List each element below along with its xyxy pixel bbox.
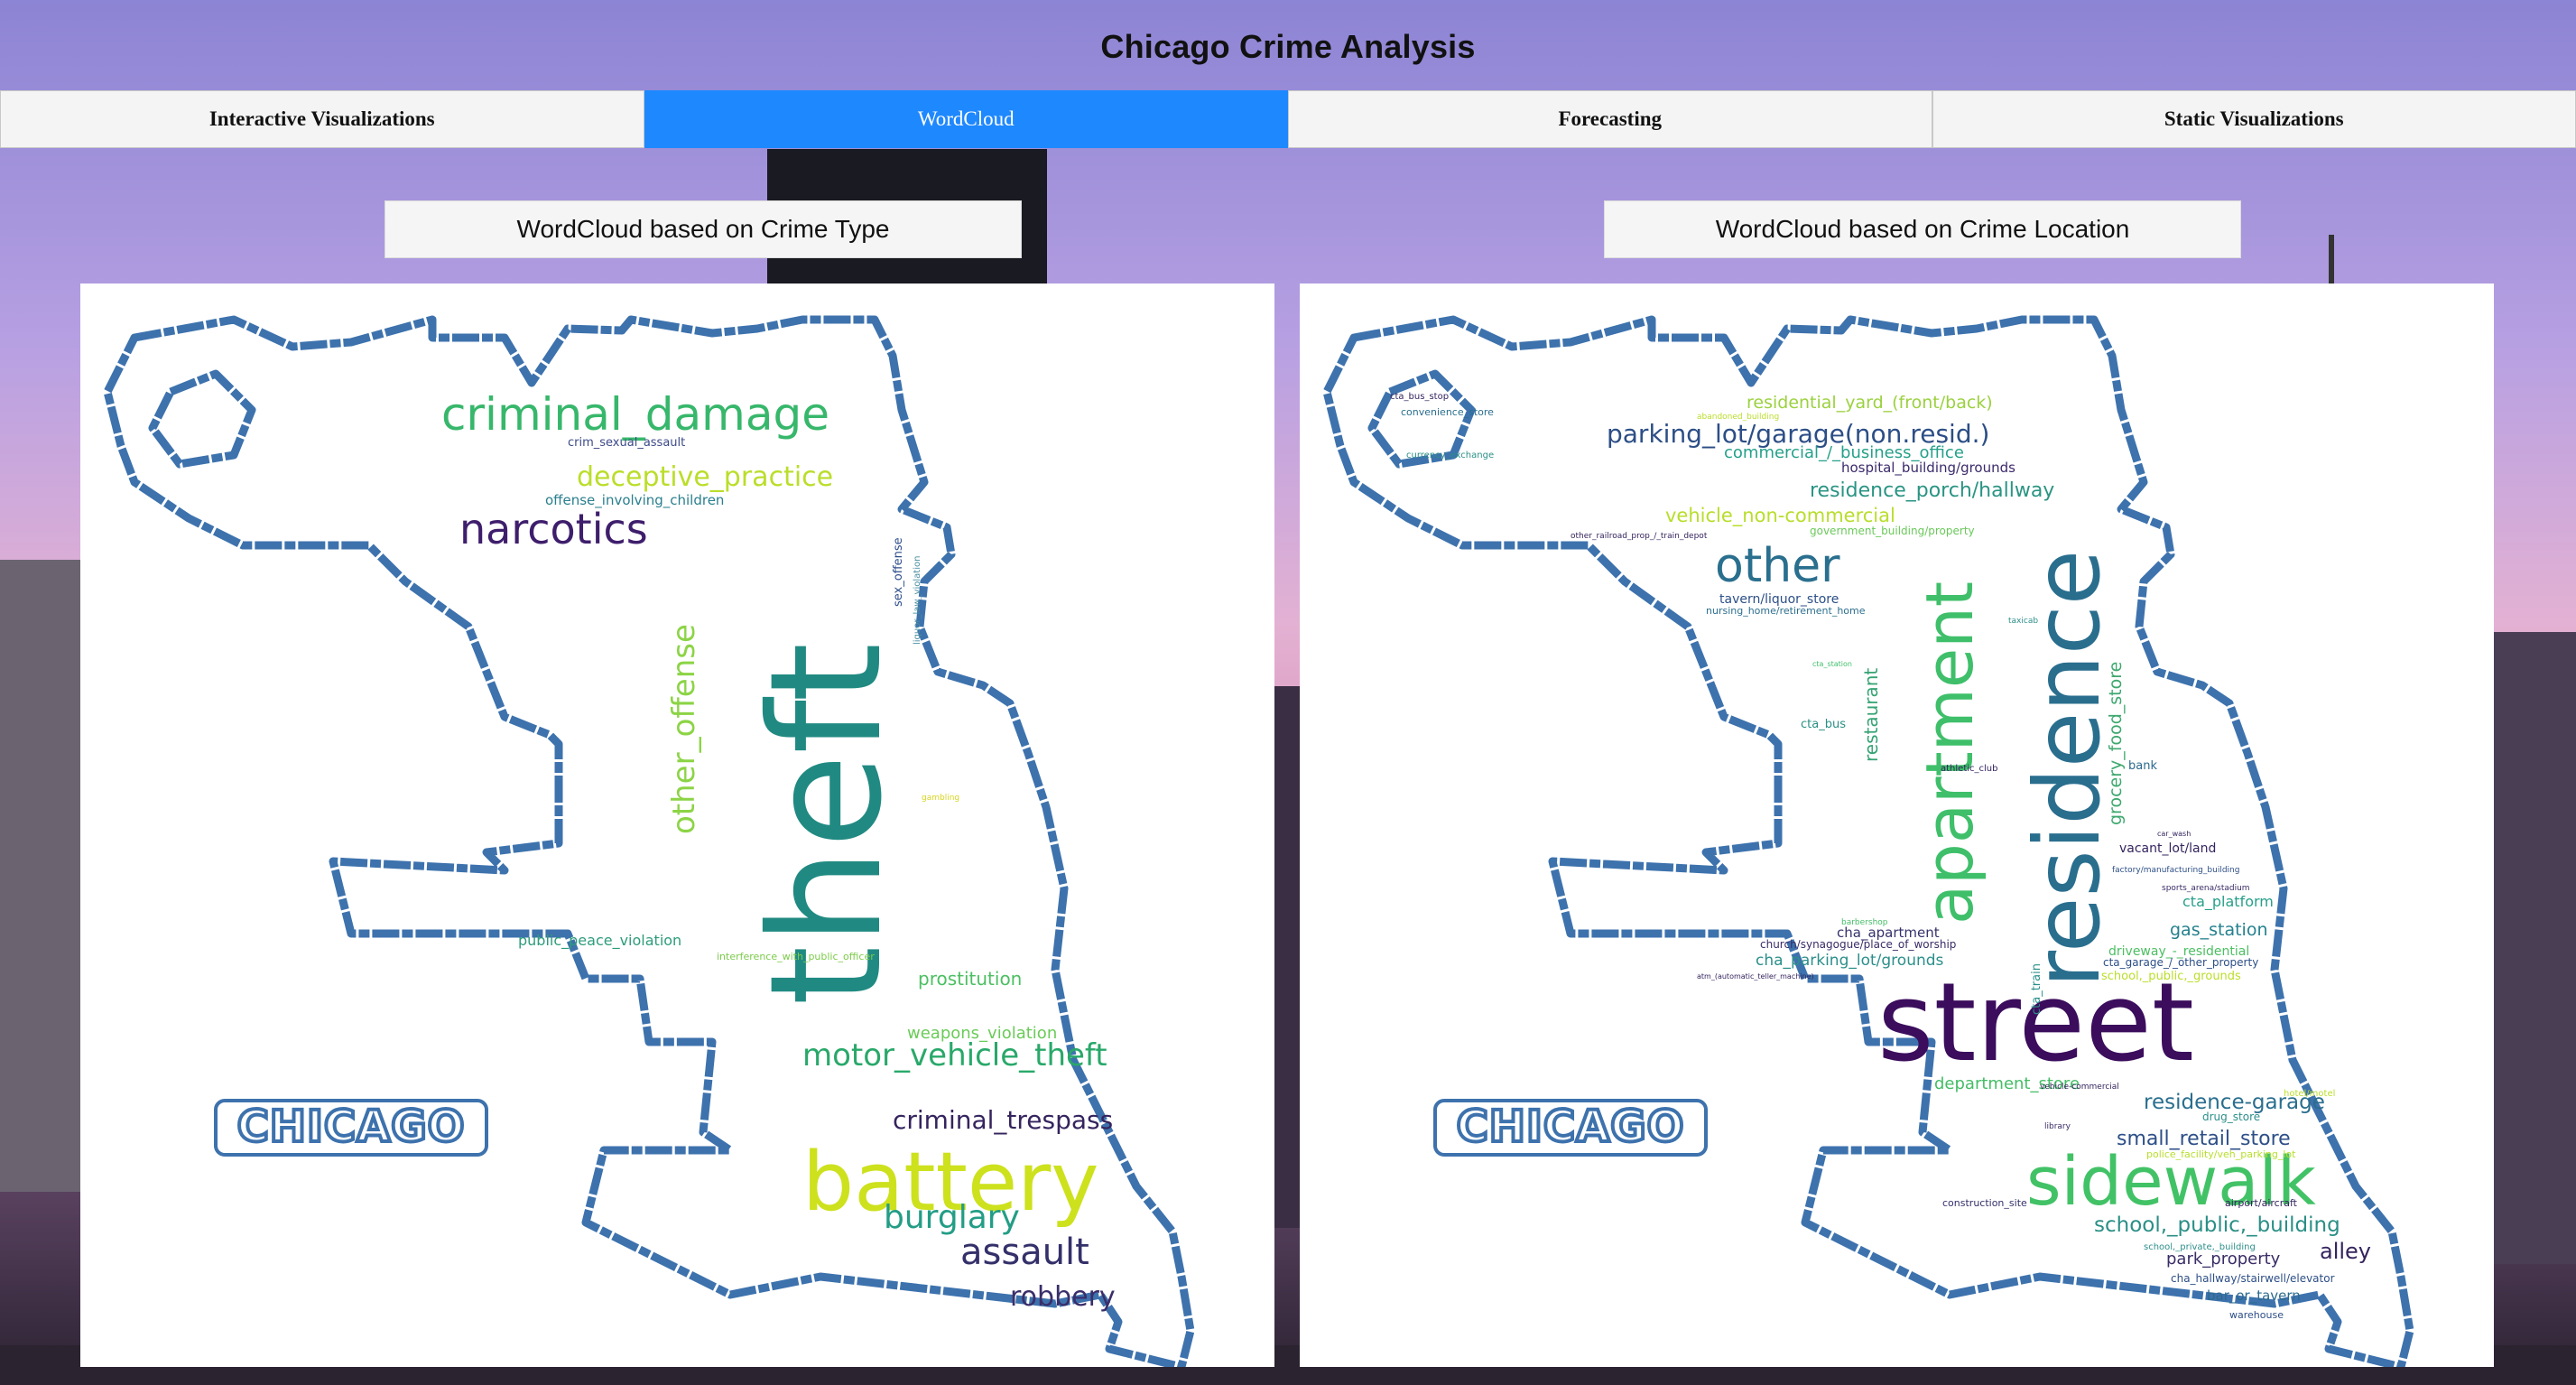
tab-static-visualizations[interactable]: Static Visualizations <box>1932 90 2576 148</box>
word: department_store <box>1934 1074 2080 1093</box>
word: residence <box>2015 550 2120 988</box>
word-list: street residence apartment sidewalk othe… <box>1390 392 2371 1321</box>
word: school,_public,_grounds <box>2101 970 2241 983</box>
word: residence_porch/hallway <box>1810 479 2054 502</box>
word: interference_with_public_officer <box>717 951 875 962</box>
word: cta_garage_/_other_property <box>2103 956 2258 969</box>
word: motor_vehicle_theft <box>802 1037 1107 1074</box>
word: cha_parking_lot/grounds <box>1756 952 1944 970</box>
word: criminal_damage <box>441 388 829 441</box>
word: cta_bus <box>1801 718 1846 731</box>
word: bar_or_tavern <box>2207 1287 2301 1305</box>
app-title: Chicago Crime Analysis <box>1100 28 1476 65</box>
word: drug_store <box>2202 1111 2260 1123</box>
word: car_wash <box>2157 830 2191 838</box>
word: bank <box>2128 759 2157 773</box>
word: construction_site <box>1942 1197 2027 1209</box>
word: barbershop <box>1841 918 1888 927</box>
word: driveway_-_residential <box>2108 944 2249 959</box>
chicago-logo: CHICAGO <box>1433 1099 1708 1157</box>
word: burglary <box>884 1199 1020 1236</box>
word: liquor_law_violation <box>913 556 922 645</box>
word: sidewalk <box>2026 1143 2316 1221</box>
chicago-map-outline <box>1322 315 2414 1367</box>
word: taxicab <box>2008 617 2038 626</box>
word: sex_offense <box>892 537 905 607</box>
word-list: theft battery criminal_damage narcotics … <box>441 388 1116 1313</box>
svg-text:CHICAGO: CHICAGO <box>237 1101 466 1152</box>
word: criminal_trespass <box>893 1105 1113 1135</box>
word: alley <box>2320 1239 2371 1264</box>
word: tavern/liquor_store <box>1719 592 1839 607</box>
word: abandoned_building <box>1697 413 1779 422</box>
word: crim_sexual_assault <box>568 436 685 450</box>
crime-type-wordcloud-title: WordCloud based on Crime Type <box>385 200 1022 258</box>
word: cta_bus_stop <box>1390 392 1449 402</box>
word: hotel/motel <box>2284 1089 2335 1099</box>
word: prostitution <box>918 968 1022 990</box>
word: deceptive_practice <box>577 461 833 493</box>
chicago-logo: CHICAGO <box>214 1099 488 1157</box>
word: gambling <box>922 794 959 803</box>
crime-location-wordcloud-title: WordCloud based on Crime Location <box>1604 200 2241 258</box>
word: factory/manufacturing_building <box>2112 866 2239 875</box>
word: hospital_building/grounds <box>1841 460 2015 477</box>
word: vehicle-commercial <box>2040 1083 2119 1092</box>
tab-bar: Interactive Visualizations WordCloud For… <box>0 90 2576 148</box>
word: police_facility/veh_parking_lot <box>2146 1148 2296 1160</box>
word: apartment <box>1912 581 1988 925</box>
word: sports_arena/stadium <box>2162 884 2250 893</box>
word: parking_lot/garage(non.resid.) <box>1607 419 1989 449</box>
word: offense_involving_children <box>545 492 724 509</box>
word: library <box>2044 1122 2071 1131</box>
app-header: Chicago Crime Analysis <box>0 0 2576 90</box>
word: narcotics <box>459 505 648 553</box>
word: restaurant <box>1860 668 1882 762</box>
word: cha_apartment <box>1837 925 1940 942</box>
word: public_peace_violation <box>518 932 681 950</box>
svg-text:CHICAGO: CHICAGO <box>1457 1101 1685 1152</box>
word: weapons_violation <box>907 1024 1057 1043</box>
word: athletic_club <box>1941 764 1997 774</box>
word: convenience_store <box>1401 406 1494 418</box>
word: grocery_food_store <box>2106 662 2126 825</box>
word: atm_(automatic_teller_machine) <box>1697 972 1814 981</box>
word: residence-garage <box>2144 1091 2325 1114</box>
word: other <box>1715 539 1840 593</box>
word: theft <box>737 642 916 1006</box>
word: airport/aircraft <box>2225 1197 2298 1209</box>
word: battery <box>802 1135 1099 1230</box>
word: residential_yard_(front/back) <box>1747 393 1993 413</box>
word: robbery <box>1010 1281 1116 1313</box>
word: school,_private,_building <box>2144 1242 2256 1252</box>
crime-location-wordcloud-image: CHICAGO street residence apartment sidew… <box>1322 315 2414 1367</box>
word: school,_public,_building <box>2094 1213 2340 1237</box>
word: vacant_lot/land <box>2119 841 2216 856</box>
word: vehicle_non-commercial <box>1665 505 1895 527</box>
word: nursing_home/retirement_home <box>1706 605 1866 617</box>
tab-wordcloud[interactable]: WordCloud <box>644 90 1288 148</box>
chicago-map-outline <box>103 315 1195 1367</box>
word: commercial_/_business_office <box>1724 443 1964 462</box>
tab-interactive-visualizations[interactable]: Interactive Visualizations <box>0 90 644 148</box>
word: assault <box>960 1232 1089 1273</box>
crime-location-wordcloud: CHICAGO street residence apartment sidew… <box>1300 284 2494 1367</box>
word: park_property <box>2166 1250 2281 1269</box>
word: cta_platform <box>2182 893 2274 911</box>
word: cta_station <box>1812 660 1852 668</box>
tab-forecasting[interactable]: Forecasting <box>1288 90 1932 148</box>
word: other_offense <box>666 624 702 834</box>
word: street <box>1877 961 2194 1086</box>
word: currency_exchange <box>1406 451 1494 460</box>
word: church/synagogue/place_of_worship <box>1760 938 1956 951</box>
word: cha_hallway/stairwell/elevator <box>2171 1272 2335 1285</box>
word: cta_train <box>2030 963 2043 1015</box>
word: warehouse <box>2229 1309 2284 1321</box>
crime-type-wordcloud: CHICAGO theft battery criminal_damage na… <box>80 284 1274 1367</box>
word: gas_station <box>2170 920 2268 940</box>
word: small_retail_store <box>2117 1128 2291 1150</box>
word: other_railroad_prop_/_train_depot <box>1571 532 1708 541</box>
crime-type-wordcloud-image: CHICAGO theft battery criminal_damage na… <box>103 315 1195 1367</box>
word: government_building/property <box>1810 525 1975 537</box>
